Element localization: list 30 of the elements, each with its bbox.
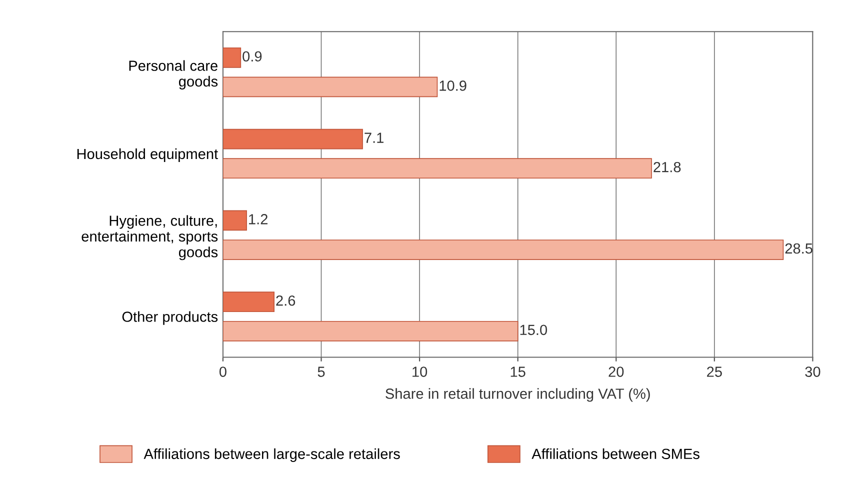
x-tick-label: 20 <box>608 366 624 377</box>
bar <box>222 320 518 342</box>
data-label: 15.0 <box>520 324 548 336</box>
data-label: 2.6 <box>276 295 296 306</box>
x-axis-title: Share in retail turnover including VAT (%) <box>386 388 650 402</box>
data-label: 7.1 <box>364 132 384 143</box>
data-label: 10.9 <box>440 80 466 91</box>
data-label: 28.5 <box>785 243 812 254</box>
y-tick-label: Household equipment <box>77 148 218 162</box>
x-tick-label: 5 <box>318 366 325 377</box>
legend-label: Affiliations between large-scale retailers <box>144 448 400 462</box>
data-label: 21.8 <box>654 162 681 172</box>
data-label: 1.2 <box>249 214 268 224</box>
bar <box>222 210 247 231</box>
x-tick-label: 30 <box>805 366 820 377</box>
x-tick-label: 10 <box>412 366 428 377</box>
y-tick-label: Other products <box>122 311 218 325</box>
bar <box>222 240 784 260</box>
y-tick-label: Hygiene, culture, entertainment, sports goods <box>82 215 218 260</box>
bar <box>222 76 438 98</box>
bar <box>222 158 652 179</box>
x-tick-label: 0 <box>219 366 226 377</box>
x-tick-label: 15 <box>510 366 526 377</box>
bar <box>222 128 363 150</box>
legend-label: Affiliations between SMEs <box>532 448 700 460</box>
x-tick-label: 25 <box>707 366 722 377</box>
bar <box>222 47 242 68</box>
y-tick-label: Personal care goods <box>129 60 218 90</box>
bar <box>222 292 274 312</box>
data-label: 0.9 <box>242 51 262 62</box>
